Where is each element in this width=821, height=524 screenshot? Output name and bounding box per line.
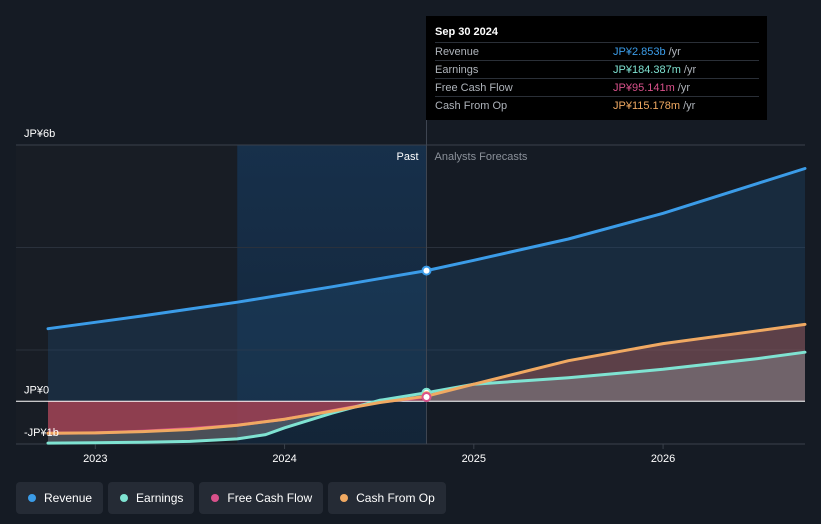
tooltip-row-revenue: Revenue JP¥2.853b /yr xyxy=(435,42,759,60)
legend-label: Free Cash Flow xyxy=(227,491,313,505)
tooltip-value: JP¥2.853b xyxy=(613,45,666,58)
x-tick-label: 2024 xyxy=(272,453,296,465)
earnings-dot-icon xyxy=(120,494,129,502)
tooltip-value: JP¥115.178m xyxy=(613,99,681,112)
x-tick-label: 2025 xyxy=(462,453,486,465)
tooltip-value: JP¥184.387m xyxy=(613,63,681,76)
revenue-marker xyxy=(421,265,432,276)
free-cash-flow-marker xyxy=(421,392,432,403)
free-cash-flow-dot-icon xyxy=(211,494,220,502)
legend-item-earnings[interactable]: Earnings xyxy=(108,482,195,514)
tooltip-label: Earnings xyxy=(435,63,479,76)
x-tick-label: 2023 xyxy=(83,453,107,465)
tooltip-unit: /yr xyxy=(677,81,690,94)
legend-label: Revenue xyxy=(44,491,93,505)
history-dark-region xyxy=(16,145,238,444)
tooltip-unit: /yr xyxy=(668,45,681,58)
tooltip-label: Cash From Op xyxy=(435,99,508,112)
legend: Revenue Earnings Free Cash Flow Cash Fro… xyxy=(16,482,446,514)
tooltip-unit: /yr xyxy=(683,63,697,76)
revenue-line xyxy=(46,167,807,331)
tooltip-row-free-cash-flow: Free Cash Flow JP¥95.141m /yr xyxy=(435,78,759,96)
tooltip-date: Sep 30 2024 xyxy=(435,26,498,38)
cash-from-op-line xyxy=(46,322,807,435)
x-tick-label: 2026 xyxy=(651,453,675,465)
tooltip-unit: /yr xyxy=(683,99,696,112)
tooltip-label: Revenue xyxy=(435,45,480,58)
forecast-label: Analysts Forecasts xyxy=(435,151,528,163)
legend-item-cash-from-op[interactable]: Cash From Op xyxy=(328,482,446,514)
free-cash-flow-area xyxy=(48,397,427,434)
cash-from-op-dot-icon xyxy=(340,494,349,502)
tooltip-value: JP¥95.141m xyxy=(613,81,675,94)
earnings-line xyxy=(46,350,807,445)
tooltip-row-cash-from-op: Cash From Op JP¥115.178m /yr xyxy=(435,96,759,114)
tooltip: Sep 30 2024 Revenue JP¥2.853b /yr Earnin… xyxy=(426,16,767,120)
legend-item-revenue[interactable]: Revenue xyxy=(16,482,104,514)
legend-label: Earnings xyxy=(136,491,184,505)
y-tick-label: JP¥0 xyxy=(24,384,49,396)
tooltip-label: Free Cash Flow xyxy=(435,81,513,94)
past-highlight-region xyxy=(237,145,427,444)
revenue-dot-icon xyxy=(28,494,36,502)
past-label: Past xyxy=(396,151,418,163)
legend-label: Cash From Op xyxy=(356,491,435,505)
tooltip-row-earnings: Earnings JP¥184.387m /yr xyxy=(435,60,759,78)
y-tick-label: JP¥6b xyxy=(24,128,55,140)
y-tick-label: -JP¥1b xyxy=(24,427,59,439)
legend-item-free-cash-flow[interactable]: Free Cash Flow xyxy=(199,482,324,514)
